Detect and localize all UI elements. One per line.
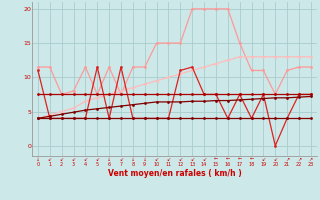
X-axis label: Vent moyen/en rafales ( km/h ): Vent moyen/en rafales ( km/h ) (108, 169, 241, 178)
